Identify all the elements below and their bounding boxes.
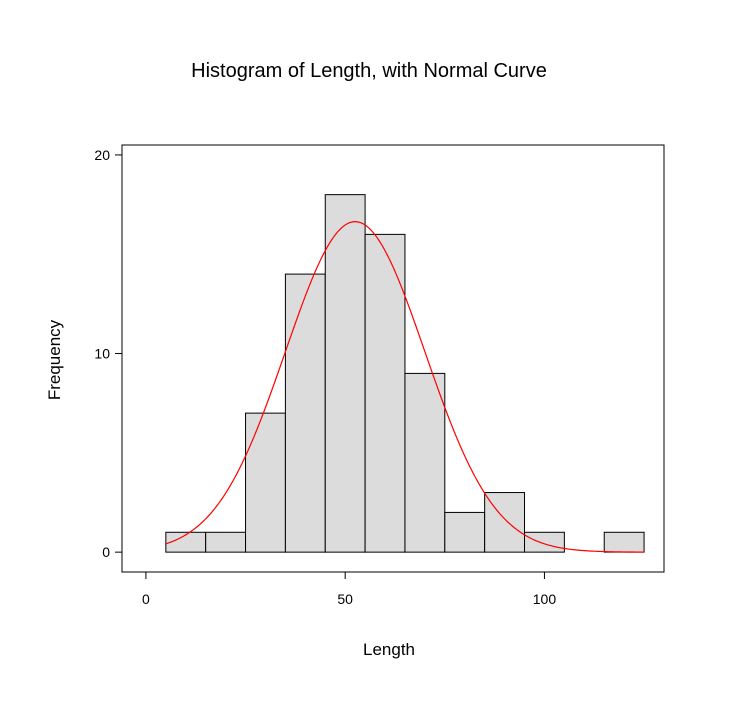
histogram-bar: [444, 511, 486, 553]
histogram-bar: [284, 273, 326, 553]
x-tick-label: 0: [142, 591, 150, 607]
histogram-bar: [364, 233, 406, 553]
histogram-bars: [165, 194, 645, 553]
histogram-bar: [603, 531, 645, 553]
x-tick-label: 100: [533, 591, 557, 607]
chart-title: Histogram of Length, with Normal Curve: [191, 60, 547, 82]
normal-curve-line: [165, 221, 645, 553]
histogram-bar: [205, 531, 247, 553]
x-tick-label: 50: [337, 591, 353, 607]
histogram-bar: [524, 531, 565, 553]
y-tick-label: 20: [94, 147, 110, 163]
histogram-bar: [404, 372, 446, 553]
histogram-bar: [324, 194, 366, 553]
y-axis-label: Frequency: [45, 319, 64, 400]
y-tick-label: 0: [102, 544, 110, 560]
x-axis: 0 50 100: [142, 572, 556, 607]
y-axis: 0 10 20: [94, 147, 122, 560]
histogram-bar: [245, 412, 286, 553]
x-axis-label: Length: [363, 640, 415, 659]
y-tick-label: 10: [94, 346, 110, 362]
